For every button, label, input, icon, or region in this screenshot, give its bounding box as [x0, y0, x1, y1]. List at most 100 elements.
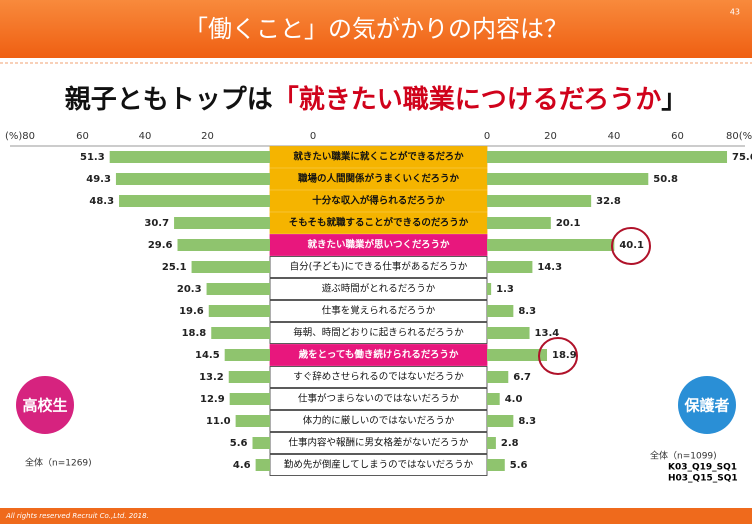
bar	[487, 393, 500, 405]
value-label: 4.0	[505, 394, 523, 405]
bar	[487, 327, 530, 339]
x-tick-label: 40	[608, 131, 621, 142]
value-label: 75.6	[732, 152, 752, 163]
highlight-circle	[611, 227, 651, 265]
subtitle-part: 親子ともトップは	[65, 85, 273, 115]
x-tick-label: 80(%)	[726, 131, 752, 142]
bar	[174, 217, 270, 229]
value-label: 49.3	[86, 174, 111, 185]
subtitle-highlight: 「就きたい職業につけるだろうか	[273, 84, 661, 115]
category-label: 歳をとっても働き続けられるだろうか	[298, 349, 459, 361]
category-label: 毎朝、時間どおりに起きられるだろうか	[293, 327, 464, 339]
value-label: 2.8	[501, 438, 519, 449]
bar	[252, 437, 270, 449]
category-label: 職場の人間関係がうまくいくだろうか	[298, 173, 459, 185]
value-label: 13.4	[535, 328, 560, 339]
category-label: 仕事内容や報酬に男女格差がないだろうか	[289, 437, 469, 449]
value-label: 5.6	[510, 460, 528, 471]
bar	[235, 415, 270, 427]
bar	[177, 239, 270, 251]
x-tick-label: 60	[671, 131, 684, 142]
bar	[206, 283, 270, 295]
value-label: 4.6	[233, 460, 251, 471]
legend-badge	[16, 376, 74, 434]
bar	[487, 283, 492, 295]
footer-text: All rights reserved Recruit Co.,Ltd. 201…	[5, 512, 149, 520]
bar	[229, 393, 270, 405]
value-label: 19.6	[179, 306, 204, 317]
value-label: 6.7	[513, 372, 531, 383]
header-bar	[0, 0, 752, 58]
question-code: K03_Q19_SQ1	[668, 463, 737, 473]
value-label: 18.9	[552, 350, 577, 361]
value-label: 40.1	[619, 240, 644, 251]
legend-label: 保護者	[683, 397, 729, 415]
bar	[487, 371, 509, 383]
x-tick-label: 0	[310, 131, 316, 142]
value-label: 50.8	[653, 174, 678, 185]
x-tick-label: 0	[484, 131, 490, 142]
category-label: すぐ辞めさせられるのではないだろうか	[293, 371, 464, 383]
bar	[255, 459, 270, 471]
value-label: 8.3	[518, 306, 536, 317]
value-label: 12.9	[200, 394, 225, 405]
bar	[487, 437, 496, 449]
bar	[487, 151, 728, 163]
bar	[487, 459, 505, 471]
highlight-circle	[538, 337, 578, 375]
bar	[487, 239, 615, 251]
category-label: そもそも就職することができるのだろうか	[289, 217, 469, 229]
bar	[211, 327, 270, 339]
legend-badge	[678, 376, 736, 434]
sample-note: 全体（n=1099)	[650, 450, 717, 462]
bar	[119, 195, 270, 207]
plot: (%)80 60 40 20 0 0 20 40 60 80(%) 就きたい職業に就くことができるだ…	[5, 131, 752, 484]
bar	[487, 195, 592, 207]
category-label: 自分(子ども)にできる仕事があるだろうか	[290, 261, 468, 273]
value-label: 51.3	[80, 152, 105, 163]
value-label: 13.2	[199, 372, 224, 383]
value-label: 8.3	[518, 416, 536, 427]
category-label: 勤め先が倒産してしまうのではないだろうか	[284, 459, 474, 471]
x-tick-label: 20	[201, 131, 214, 142]
value-label: 48.3	[89, 196, 114, 207]
footer-bar	[0, 508, 752, 524]
value-label: 20.1	[556, 218, 581, 229]
subtitle-part: 」	[661, 85, 687, 115]
legend-label: 高校生	[22, 397, 67, 415]
bar	[487, 415, 514, 427]
value-label: 14.3	[537, 262, 562, 273]
x-tick-label: 40	[139, 131, 152, 142]
value-label: 30.7	[144, 218, 169, 229]
value-label: 25.1	[162, 262, 187, 273]
sample-note: 全体（n=1269)	[25, 457, 92, 469]
bar	[208, 305, 270, 317]
value-label: 14.5	[195, 350, 220, 361]
bar	[191, 261, 270, 273]
value-label: 32.8	[596, 196, 621, 207]
category-label: 十分な収入が得られるだろうか	[312, 195, 445, 207]
category-label: 就きたい職業に就くことができるだろか	[293, 151, 464, 163]
value-label: 1.3	[496, 284, 514, 295]
category-label: 仕事がつまらないのではないだろうか	[298, 393, 459, 405]
header-title: 「働くこと」の気がかりの内容は？	[184, 15, 568, 43]
bar	[115, 173, 270, 185]
x-tick-label: (%)80	[5, 131, 35, 142]
bar	[487, 305, 514, 317]
question-code: H03_Q15_SQ1	[668, 474, 738, 484]
category-label: 就きたい職業が思いつくだろうか	[308, 239, 450, 251]
bar	[487, 217, 551, 229]
value-label: 20.3	[177, 284, 202, 295]
x-tick-label: 60	[76, 131, 89, 142]
value-label: 5.6	[230, 438, 248, 449]
value-label: 29.6	[148, 240, 173, 251]
page-number: 43	[730, 8, 740, 17]
bar	[109, 151, 270, 163]
bar	[224, 349, 270, 361]
bar	[487, 173, 649, 185]
value-label: 18.8	[182, 328, 207, 339]
category-label: 体力的に厳しいのではないだろうか	[303, 415, 455, 427]
x-tick-label: 20	[544, 131, 557, 142]
value-label: 11.0	[206, 416, 231, 427]
